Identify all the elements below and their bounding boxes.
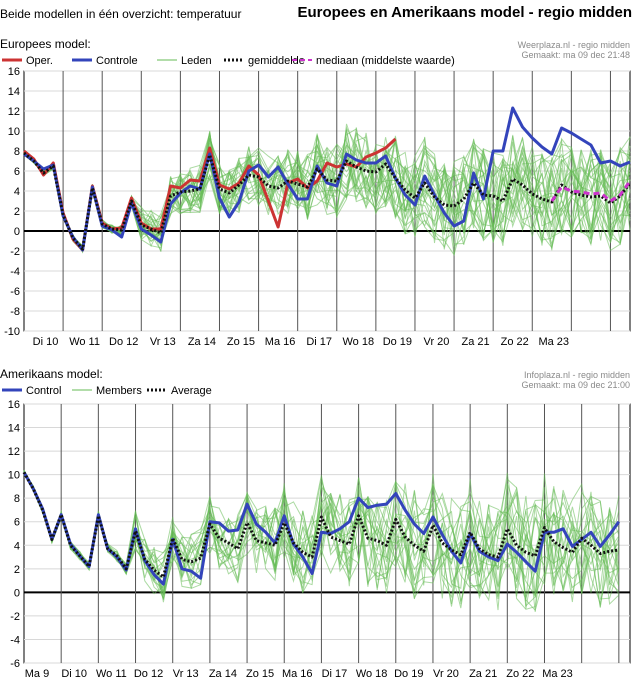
x-tick-label: Wo 18 xyxy=(342,336,374,346)
x-tick-label: Di 17 xyxy=(306,336,332,346)
x-tick-label: Di 17 xyxy=(322,668,348,680)
y-tick-label: 2 xyxy=(14,206,20,218)
legend-label: Oper. xyxy=(26,55,53,67)
x-tick-label: Ma 16 xyxy=(265,336,296,346)
y-tick-label: 12 xyxy=(8,446,20,458)
x-tick-label: Di 10 xyxy=(61,668,87,680)
american-model-chart: Amerikaans model: Infoplaza.nl - regio mi… xyxy=(0,367,631,680)
x-tick-label: Do 19 xyxy=(394,668,423,680)
source-line: Weerplaza.nl - regio midden xyxy=(518,40,630,50)
x-tick-label: Do 12 xyxy=(109,336,138,346)
member-line xyxy=(23,472,620,612)
y-tick-label: 0 xyxy=(14,226,20,238)
x-tick-label: Zo 22 xyxy=(501,336,529,346)
y-tick-label: 10 xyxy=(8,126,20,138)
x-tick-label: Zo 22 xyxy=(506,668,534,680)
legend-label: Controle xyxy=(96,55,138,67)
y-tick-label: -6 xyxy=(10,658,20,670)
x-tick-label: Ma 23 xyxy=(538,336,569,346)
series-line-controle xyxy=(23,106,631,252)
x-tick-label: Wo 18 xyxy=(356,668,388,680)
x-tick-label: Vr 20 xyxy=(433,668,459,680)
x-tick-label: Za 21 xyxy=(469,668,497,680)
x-tick-label: Vr 20 xyxy=(424,336,450,346)
y-tick-label: -6 xyxy=(10,286,20,298)
legend-label: mediaan (middelste waarde) xyxy=(316,55,455,67)
x-tick-label: Ma 9 xyxy=(25,668,49,680)
x-tick-label: Za 14 xyxy=(188,336,216,346)
chart-title: Amerikaans model: xyxy=(0,367,103,381)
x-tick-label: Za 21 xyxy=(461,336,489,346)
chart-title: Europees model: xyxy=(0,37,91,51)
x-tick-label: Do 12 xyxy=(134,668,163,680)
y-tick-label: 6 xyxy=(14,517,20,529)
series-line-gemiddelde xyxy=(23,151,632,251)
european-model-chart: Europees model: Weerplaza.nl - regio midd… xyxy=(0,37,632,346)
x-tick-label: Do 19 xyxy=(383,336,412,346)
y-tick-label: 16 xyxy=(8,66,20,78)
y-tick-label: -4 xyxy=(10,266,20,278)
y-tick-label: 8 xyxy=(14,146,20,158)
y-tick-label: 14 xyxy=(8,86,20,98)
legend-label: Members xyxy=(96,385,142,397)
y-tick-label: -2 xyxy=(10,611,20,623)
header-right-title: Europees en Amerikaans model - regio mid… xyxy=(297,4,632,21)
source-date: Gemaakt: ma 09 dec 21:48 xyxy=(521,50,630,60)
source-date: Gemaakt: ma 09 dec 21:00 xyxy=(521,380,630,390)
x-tick-label: Vr 13 xyxy=(150,336,176,346)
x-tick-label: Ma 23 xyxy=(542,668,573,680)
legend-label: Control xyxy=(26,385,61,397)
x-tick-label: Zo 15 xyxy=(246,668,274,680)
y-tick-label: 14 xyxy=(8,423,20,435)
y-tick-label: 12 xyxy=(8,106,20,118)
y-tick-label: -8 xyxy=(10,306,20,318)
y-tick-label: 16 xyxy=(8,399,20,411)
x-tick-label: Wo 11 xyxy=(69,336,100,346)
y-tick-label: 0 xyxy=(14,587,20,599)
legend-label: Average xyxy=(171,385,212,397)
y-tick-label: -10 xyxy=(4,326,20,338)
header-left-title: Beide modellen in één overzicht: tempera… xyxy=(0,7,242,21)
y-tick-label: -4 xyxy=(10,634,20,646)
x-tick-label: Za 14 xyxy=(209,668,237,680)
legend-label: gemiddelde xyxy=(248,55,305,67)
y-tick-label: 8 xyxy=(14,493,20,505)
x-tick-label: Di 10 xyxy=(33,336,59,346)
x-tick-label: Vr 13 xyxy=(173,668,199,680)
x-tick-label: Wo 11 xyxy=(96,668,127,680)
y-tick-label: 2 xyxy=(14,564,20,576)
y-tick-label: -2 xyxy=(10,246,20,258)
x-tick-label: Zo 15 xyxy=(227,336,255,346)
legend-label: Leden xyxy=(181,55,212,67)
series-line-average xyxy=(22,471,619,579)
member-line xyxy=(23,470,620,611)
y-tick-label: 4 xyxy=(14,540,20,552)
source-line: Infoplaza.nl - regio midden xyxy=(524,370,630,380)
series-line-mediaan-middelste-waarde- xyxy=(550,180,632,203)
y-tick-label: 10 xyxy=(8,470,20,482)
y-tick-label: 6 xyxy=(14,166,20,178)
y-tick-label: 4 xyxy=(14,186,20,198)
x-tick-label: Ma 16 xyxy=(282,668,313,680)
